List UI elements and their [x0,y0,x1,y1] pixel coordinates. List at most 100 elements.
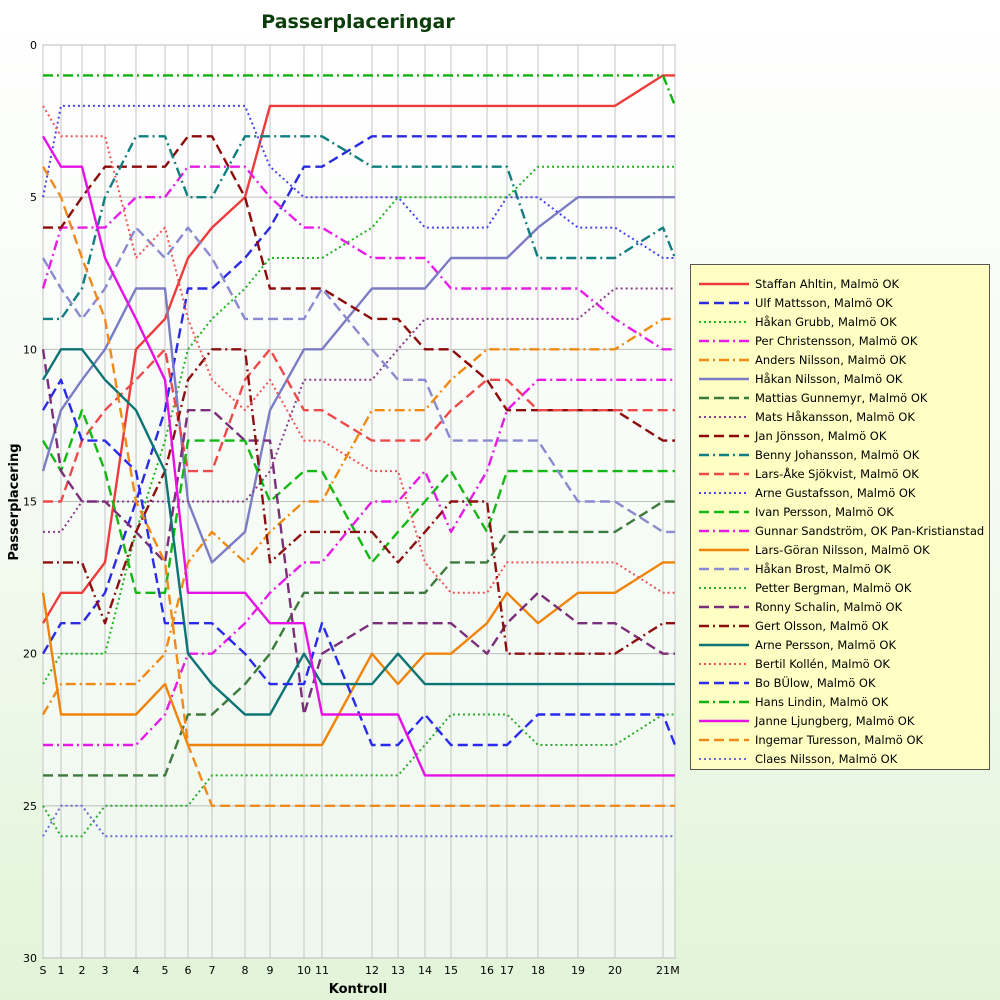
legend-item: Staffan Ahltin, Malmö OK [691,274,989,293]
x-tick-label: 13 [391,964,405,977]
legend-label: Per Christensson, Malmö OK [755,333,918,348]
legend-item: Ingemar Turesson, Malmö OK [691,730,989,749]
series-line-10 [43,135,677,321]
series-line-18 [41,349,675,716]
legend-item: Arne Persson, Malmö OK [691,635,989,654]
legend-item: Lars-Göran Nilsson, Malmö OK [691,540,989,559]
legend-label: Bertil Kollén, Malmö OK [755,656,890,671]
legend-label: Ulf Mattsson, Malmö OK [755,295,893,310]
series-line-23 [43,74,677,107]
series-line-17 [42,713,675,838]
legend-label: Mats Håkansson, Malmö OK [755,409,915,424]
legend-item: Lars-Åke Sjökvist, Malmö OK [691,464,989,483]
series-line-14 [43,378,675,747]
x-tick-label: 11 [315,964,329,977]
legend-label: Arne Persson, Malmö OK [755,637,897,652]
x-tick-label: 18 [531,964,545,977]
x-tick-label: 6 [185,964,192,977]
x-tick-label: 5 [162,964,169,977]
legend-item: Gert Olsson, Malmö OK [691,616,989,635]
x-tick-label: M [670,964,680,977]
legend-label: Ivan Persson, Malmö OK [755,504,894,519]
legend-item: Janne Ljungberg, Malmö OK [691,711,989,730]
x-tick-label: 10 [297,964,311,977]
legend-item: Ivan Persson, Malmö OK [691,502,989,521]
legend-label: Arne Gustafsson, Malmö OK [755,485,916,500]
legend-item: Håkan Grubb, Malmö OK [691,312,989,331]
legend-swatch [699,282,749,285]
legend-item: Mats Håkansson, Malmö OK [691,407,989,426]
legend-swatch [699,567,749,570]
series-line-26 [42,804,675,838]
series-line-13 [41,409,675,594]
legend-label: Janne Ljungberg, Malmö OK [755,713,915,728]
x-tick-label: 2 [79,964,86,977]
x-tick-label: 9 [267,964,274,977]
series-line-25 [41,166,675,807]
series-line-6 [41,195,675,564]
legend-swatch [699,453,749,456]
legend-item: Gunnar Sandström, OK Pan-Kristianstad [691,521,989,540]
legend-swatch [699,605,749,608]
x-tick-label: 20 [608,964,622,977]
x-axis-title: Kontroll [329,982,388,997]
x-tick-label: 1 [58,964,65,977]
x-tick-label: 17 [500,964,514,977]
legend-swatch [699,719,749,722]
legend-label: Gert Olsson, Malmö OK [755,618,889,633]
legend-item: Per Christensson, Malmö OK [691,331,989,350]
legend-item: Petter Bergman, Malmö OK [691,578,989,597]
series-line-7 [43,500,675,777]
y-tick-label: 10 [23,343,37,356]
legend-item: Hans Lindin, Malmö OK [691,692,989,711]
y-tick-label: 20 [23,648,37,661]
legend-label: Petter Bergman, Malmö OK [755,580,912,595]
legend-swatch [699,662,749,665]
legend-swatch [699,700,749,703]
series-line-5 [41,317,675,716]
x-tick-label: S [40,964,47,977]
series-line-20 [41,348,675,716]
legend-swatch [699,491,749,494]
x-tick-label: 14 [418,964,432,977]
y-tick-label: 25 [23,800,37,813]
legend-item: Anders Nilsson, Malmö OK [691,350,989,369]
legend-swatch [699,510,749,513]
legend-item: Håkan Brost, Malmö OK [691,559,989,578]
series-line-2 [41,135,675,655]
legend-label: Bo BÜlow, Malmö OK [755,675,876,690]
legend-swatch [699,320,749,323]
legend-swatch [699,757,749,760]
series-line-19 [43,348,675,655]
legend-swatch [699,415,749,418]
legend-label: Ingemar Turesson, Malmö OK [755,732,924,747]
series-line-11 [43,348,675,503]
legend-item: Mattias Gunnemyr, Malmö OK [691,388,989,407]
legend-swatch [699,624,749,627]
y-axis-title: Passerplacering [7,443,22,560]
legend-swatch [699,301,749,304]
legend-label: Jan Jönsson, Malmö OK [755,428,887,443]
series-line-15 [41,561,675,747]
legend-swatch [699,643,749,646]
series-line-22 [41,378,677,747]
legend-item: Ronny Schalin, Malmö OK [691,597,989,616]
x-tick-label: 8 [242,964,249,977]
legend-item: Håkan Nilsson, Malmö OK [691,369,989,388]
legend-item: Claes Nilsson, Malmö OK [691,749,989,768]
legend-swatch [699,738,749,741]
x-tick-label: 7 [209,964,216,977]
legend-swatch [699,529,749,532]
legend-label: Ronny Schalin, Malmö OK [755,599,903,614]
legend-label: Hans Lindin, Malmö OK [755,694,889,709]
x-tick-label: 16 [480,964,494,977]
legend-label: Håkan Nilsson, Malmö OK [755,371,903,386]
legend-label: Mattias Gunnemyr, Malmö OK [755,390,928,405]
legend-label: Håkan Brost, Malmö OK [755,561,892,576]
x-tick-label: 3 [102,964,109,977]
series-line-12 [42,104,675,259]
legend-label: Lars-Göran Nilsson, Malmö OK [755,542,930,557]
legend-swatch [699,434,749,437]
x-axis-ticks: S 1 2 3 4 5 6 7 8 9 10 11 12 13 14 15 16 17 18 19 20 21 M [40,964,680,977]
y-axis-ticks: 0 5 10 15 20 25 30 [23,39,37,965]
